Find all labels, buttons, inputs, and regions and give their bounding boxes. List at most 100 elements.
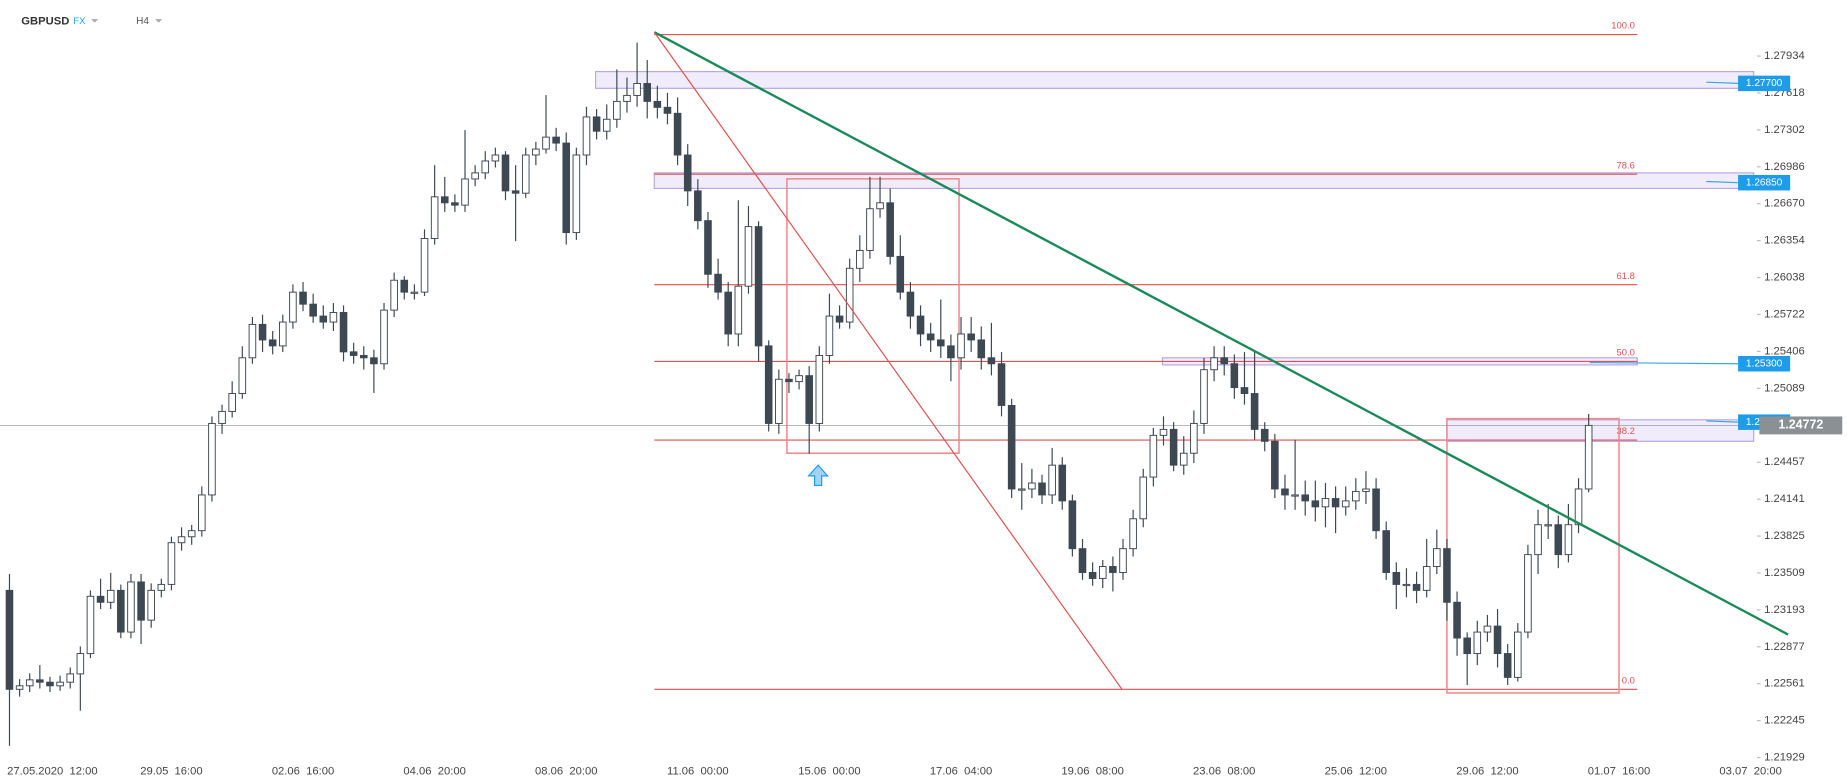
candle-body xyxy=(1190,422,1198,454)
candle-body xyxy=(542,136,550,150)
candle-body xyxy=(1098,566,1107,579)
candle-body xyxy=(856,249,864,269)
candle-body xyxy=(25,679,34,687)
candle-body xyxy=(238,357,247,395)
current-price-label: 1.24772 xyxy=(1778,418,1823,432)
candle-body xyxy=(461,178,469,206)
candle-body xyxy=(683,154,692,192)
candle-body xyxy=(1524,554,1532,633)
x-tick-label: 25.06 12:00 xyxy=(1325,766,1387,778)
candle-body xyxy=(15,685,24,690)
candle-body xyxy=(420,238,429,293)
candle-body xyxy=(805,375,813,424)
candle-body xyxy=(967,333,975,341)
candle-body xyxy=(137,581,145,621)
candle-body xyxy=(410,291,419,294)
candle-body xyxy=(572,154,581,234)
candle-body xyxy=(1200,369,1208,424)
candle-body xyxy=(795,375,803,383)
x-tick-label: 01.07 16:00 xyxy=(1588,766,1650,778)
x-tick-label: 29.05 16:00 xyxy=(140,766,202,778)
candle-body xyxy=(552,136,560,144)
candle-body xyxy=(1564,524,1573,556)
zone-tag-label: 1.25300 xyxy=(1746,358,1783,369)
candle-body xyxy=(1038,482,1046,496)
candle-body xyxy=(5,589,14,690)
candle-body xyxy=(704,220,712,275)
candle-body xyxy=(663,106,672,114)
candle-body xyxy=(1321,498,1330,508)
candle-body xyxy=(1534,524,1542,556)
buy-arrow xyxy=(807,464,829,487)
y-tick-label: 1.26354 xyxy=(1764,235,1805,247)
y-tick-label: 1.24457 xyxy=(1764,456,1805,468)
candle-body xyxy=(177,536,186,544)
candle-body xyxy=(1068,500,1077,550)
candle-body xyxy=(754,226,763,347)
candle-body xyxy=(1311,500,1320,508)
y-tick-label: 1.25089 xyxy=(1764,382,1805,394)
candle-body xyxy=(339,311,348,353)
fib-label: 61.8 xyxy=(1616,271,1634,282)
candle-body xyxy=(390,279,398,311)
candle-body xyxy=(36,679,44,683)
fib-label: 0.0 xyxy=(1622,675,1635,686)
dropdown-caret[interactable] xyxy=(155,19,163,23)
y-tick-label: 1.26670 xyxy=(1764,198,1805,210)
y-tick-label: 1.26986 xyxy=(1764,161,1805,173)
candle-body xyxy=(714,273,722,293)
y-tick-label: 1.21929 xyxy=(1764,751,1805,763)
candle-body xyxy=(1301,494,1310,502)
candle-body xyxy=(1473,631,1482,655)
market[interactable]: FX xyxy=(73,16,86,27)
candle-body xyxy=(977,339,986,359)
candle-body xyxy=(906,291,915,317)
x-tick-label: 15.06 00:00 xyxy=(798,766,860,778)
candle-body xyxy=(1453,601,1461,639)
candle-body xyxy=(440,196,449,204)
y-tick-label: 1.27934 xyxy=(1764,50,1805,62)
timeframe[interactable]: H4 xyxy=(136,16,149,27)
candle-body xyxy=(1554,524,1563,556)
candle-body xyxy=(319,315,328,323)
y-tick-label: 1.25406 xyxy=(1764,345,1805,357)
x-tick-label: 11.06 00:00 xyxy=(667,766,729,778)
candle-body xyxy=(876,202,884,210)
candle-body xyxy=(835,315,844,323)
candle-body xyxy=(430,196,439,240)
candle-body xyxy=(471,172,479,180)
y-tick-label: 1.23193 xyxy=(1764,604,1805,616)
candle-body xyxy=(957,333,965,359)
candle-body xyxy=(643,83,652,102)
candle-body xyxy=(198,494,206,532)
candle-body xyxy=(815,354,824,424)
y-tick-label: 1.25722 xyxy=(1764,308,1805,320)
candle-body xyxy=(592,116,601,132)
candle-body xyxy=(349,351,358,356)
candle-body xyxy=(248,323,257,359)
candle-body xyxy=(1017,488,1026,491)
zone-tag xyxy=(1738,174,1791,191)
candle-body xyxy=(1493,625,1502,655)
highlight-box xyxy=(786,178,960,455)
candle-body xyxy=(127,581,135,633)
candle-body xyxy=(1584,424,1593,490)
symbol[interactable]: GBPUSD xyxy=(21,15,69,27)
candle-body xyxy=(1372,488,1380,532)
dropdown-caret[interactable] xyxy=(91,19,99,23)
zone xyxy=(653,172,1755,190)
candle-body xyxy=(1129,518,1137,550)
candle-body xyxy=(501,154,510,192)
candle-body xyxy=(46,681,54,687)
candle-body xyxy=(926,333,935,341)
candle-body xyxy=(1362,488,1370,492)
candle-body xyxy=(400,279,409,293)
candle-body xyxy=(187,530,196,538)
candle-body xyxy=(997,363,1006,406)
candle-body xyxy=(370,357,378,365)
candle-body xyxy=(1412,583,1421,591)
zone-tag xyxy=(1738,75,1791,92)
candle-body xyxy=(56,681,64,687)
candle-body xyxy=(1514,631,1522,678)
